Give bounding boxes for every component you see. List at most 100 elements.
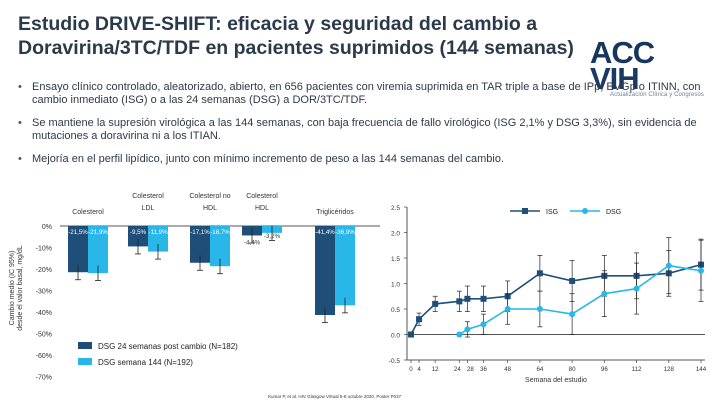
- bullet-item: • Se mantiene la supresión virológica a l…: [16, 117, 706, 143]
- bar-value-label: -9,5%: [130, 229, 147, 236]
- category-label: Colesterol no HDL: [189, 193, 230, 212]
- data-point: [480, 321, 487, 328]
- bar-value-label: -36,9%: [335, 229, 355, 236]
- bullet-item: • Ensayo clínico controlado, aleatorizado…: [16, 81, 706, 107]
- x-tick-label: 24: [454, 366, 461, 373]
- data-point: [456, 331, 463, 338]
- legend-swatch: [78, 358, 92, 365]
- legend-label: DSG semana 144 (N=192): [98, 358, 193, 367]
- bar: [128, 226, 148, 247]
- y-tick-label: -50%: [36, 332, 52, 339]
- y-tick-label: 0%: [42, 224, 52, 231]
- y-tick-label: 1.0: [391, 282, 400, 289]
- y-axis-label: Cambio medio (IC 95%)desde el valor basa…: [9, 245, 24, 331]
- x-tick-label: 144: [696, 366, 707, 373]
- data-point: [665, 262, 672, 269]
- bullet-list: • Ensayo clínico controlado, aleatorizado…: [16, 81, 706, 176]
- data-point: [480, 295, 487, 302]
- y-tick-label: 0.0: [391, 333, 400, 340]
- bullet-dot-icon: •: [18, 81, 22, 93]
- category-label: Colesterol LDL: [132, 193, 164, 212]
- bar-value-label: -41,4%: [315, 229, 335, 236]
- data-point: [456, 298, 463, 305]
- category-label: Triglicéridos: [316, 209, 354, 216]
- logo-tagline: Actualización Clínica y Congresos: [610, 92, 705, 98]
- y-tick-label: -30%: [36, 289, 52, 296]
- bar: [315, 226, 335, 316]
- x-tick-label: 64: [536, 366, 543, 373]
- x-tick-label: 112: [632, 366, 642, 373]
- bar: [210, 226, 230, 267]
- y-tick-label: 1.5: [391, 256, 400, 263]
- y-tick-label: -60%: [36, 353, 52, 360]
- y-tick-label: -0.5: [389, 358, 401, 365]
- data-point: [698, 267, 704, 274]
- x-tick-label: 0: [409, 366, 413, 373]
- x-tick-label: 128: [664, 366, 675, 373]
- bar: [88, 226, 108, 274]
- y-tick-label: -10%: [36, 246, 52, 253]
- bullet-item: • Mejoría en el perfil lipídico, junto co…: [16, 153, 706, 166]
- footnote: Kumar P, et al. HIV Glasgow Virtual 5-8 …: [268, 394, 402, 399]
- x-tick-label: 4: [417, 366, 421, 373]
- data-point: [633, 285, 640, 292]
- legend-swatch: [78, 342, 92, 349]
- y-tick-label: -70%: [36, 375, 52, 382]
- data-point: [504, 306, 511, 312]
- legend-marker: [582, 208, 588, 214]
- data-point: [464, 326, 471, 333]
- data-point: [536, 306, 543, 312]
- bar-value-label: -3,2%: [264, 233, 281, 240]
- data-point: [569, 311, 576, 318]
- category-label: Colesterol: [72, 209, 104, 216]
- logo-mark-acc: ACC: [590, 35, 655, 70]
- y-tick-label: 2.5: [391, 205, 400, 212]
- bullet-text: Ensayo clínico controlado, aleatorizado,…: [32, 81, 701, 106]
- logo-mark-vih: VIH: [590, 61, 640, 96]
- slide-title: Estudio DRIVE-SHIFT: eficacia y segurida…: [18, 13, 574, 59]
- x-tick-label: 48: [504, 366, 511, 373]
- y-tick-label: 0.5: [391, 307, 400, 314]
- bar: [335, 226, 355, 306]
- bar: [68, 226, 88, 273]
- legend-marker: [522, 208, 528, 214]
- bullet-dot-icon: •: [18, 117, 22, 129]
- y-tick-label: -40%: [36, 310, 52, 317]
- bar-value-label: -18,7%: [210, 229, 230, 236]
- legend-label: ISG: [546, 209, 558, 216]
- bar-value-label: -21,9%: [88, 229, 108, 236]
- x-tick-label: 80: [569, 366, 576, 373]
- x-tick-label: 12: [432, 366, 439, 373]
- bar-value-label: -17,1%: [190, 229, 210, 236]
- data-point: [601, 290, 608, 297]
- bullet-text: Se mantiene la supresión virológica a la…: [32, 117, 697, 142]
- acc-vih-logo: ACC VIH Actualización Clínica y Congreso…: [590, 37, 710, 98]
- x-axis-label: Semana del estudio: [525, 377, 587, 384]
- data-point: [416, 316, 423, 323]
- category-label: Colesterol HDL: [246, 193, 278, 212]
- data-point: [408, 331, 414, 338]
- x-tick-label: 36: [480, 366, 487, 373]
- bar: [148, 226, 168, 252]
- bar: [190, 226, 210, 263]
- y-tick-label: -20%: [36, 267, 52, 274]
- data-point: [432, 300, 439, 307]
- bullet-text: Mejoría en el perfil lipídico, junto con…: [32, 153, 505, 165]
- bar-value-label: -4,4%: [244, 239, 261, 246]
- logo-mark: ACC VIH: [590, 37, 710, 94]
- x-tick-label: 28: [467, 366, 474, 373]
- data-point: [536, 270, 543, 277]
- y-tick-label: 2.0: [391, 231, 400, 238]
- data-point: [464, 295, 471, 302]
- legend-label: DSG: [606, 209, 621, 216]
- data-point: [569, 277, 576, 284]
- series-line: [458, 264, 702, 336]
- x-tick-label: 96: [601, 366, 608, 373]
- weight-line-chart: 2.5 2.0 1.5 1.0 0.5 0.0 -0.5 0 4 12 24 28 36 48 64 80 96…: [389, 205, 707, 384]
- bar-value-label: -21,5%: [68, 229, 88, 236]
- lipid-bar-chart: 0% -10% -20% -30% -40% -50% -60% -70% Cambio med…: [9, 193, 380, 382]
- series-line: [410, 263, 702, 335]
- bullet-dot-icon: •: [18, 153, 22, 165]
- legend-label: DSG 24 semanas post cambio (N=182): [98, 342, 238, 351]
- bar-value-label: -11,9%: [148, 229, 168, 236]
